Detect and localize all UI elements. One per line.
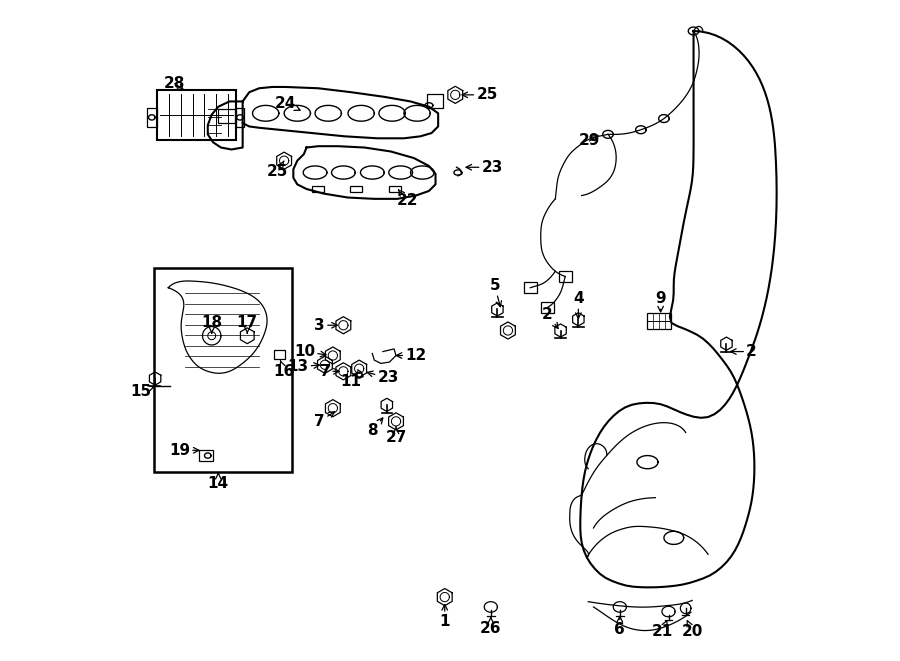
Text: 26: 26 (480, 617, 501, 635)
Text: 14: 14 (208, 473, 229, 490)
Text: 22: 22 (397, 190, 418, 208)
Text: 19: 19 (169, 443, 199, 458)
Text: 25: 25 (462, 87, 498, 102)
Text: 20: 20 (681, 621, 703, 639)
Text: 17: 17 (237, 315, 257, 333)
Text: 16: 16 (274, 361, 295, 379)
Text: 28: 28 (164, 76, 185, 91)
Text: 11: 11 (341, 371, 362, 389)
Text: 2: 2 (731, 344, 757, 359)
Text: 9: 9 (655, 292, 666, 312)
Text: 1: 1 (439, 605, 450, 629)
Text: 27: 27 (385, 427, 407, 445)
Text: 10: 10 (294, 344, 326, 359)
Text: 23: 23 (367, 370, 399, 385)
Text: 23: 23 (466, 160, 503, 175)
Text: 18: 18 (202, 315, 222, 333)
Text: 3: 3 (314, 318, 338, 332)
Text: 25: 25 (267, 161, 288, 178)
Text: 7: 7 (314, 412, 335, 429)
Text: 5: 5 (490, 278, 501, 307)
Text: 8: 8 (367, 418, 382, 438)
Text: 6: 6 (615, 617, 626, 637)
Text: 15: 15 (130, 383, 154, 399)
Text: 21: 21 (652, 621, 672, 639)
Text: 13: 13 (287, 359, 320, 374)
Text: 2: 2 (542, 307, 558, 329)
Text: 24: 24 (274, 96, 300, 111)
Text: 12: 12 (396, 348, 427, 363)
Text: 4: 4 (573, 292, 584, 319)
Text: 29: 29 (579, 134, 600, 149)
Text: 7: 7 (320, 364, 339, 379)
